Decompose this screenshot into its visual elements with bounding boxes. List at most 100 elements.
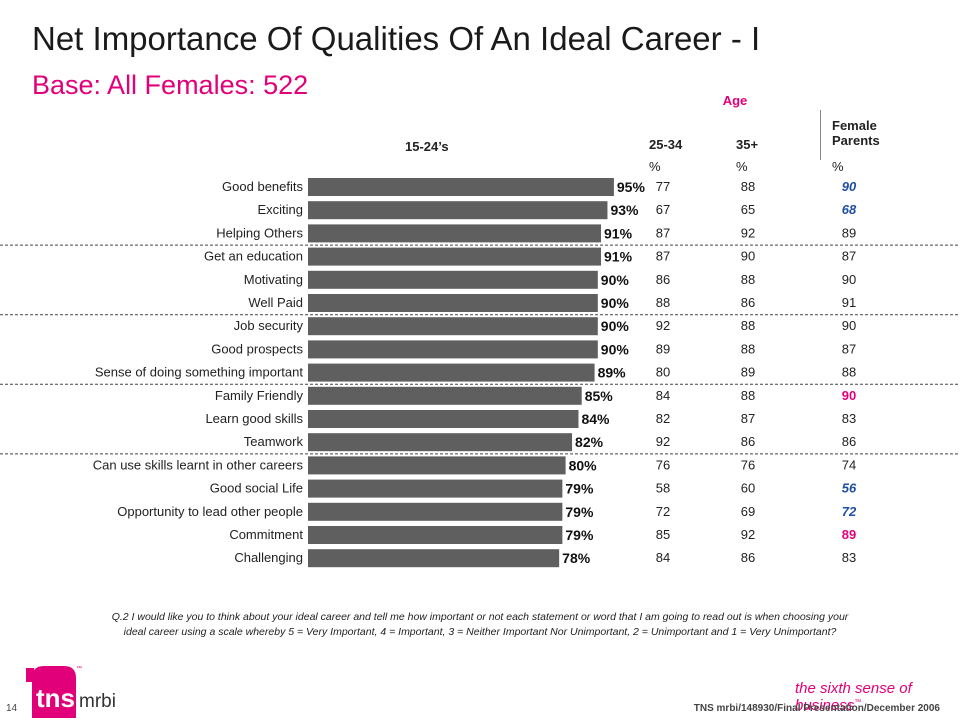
bar-value-label: 90% [601,295,630,311]
table-cell: 91 [842,295,856,310]
bar-value-label: 84% [581,411,610,427]
table-cell: 77 [656,179,670,194]
question-footnote: Q.2 I would like you to think about your… [111,611,849,638]
page-subtitle: Base: All Females: 522 [32,70,309,100]
page-title: Net Importance Of Qualities Of An Ideal … [32,20,761,57]
table-cell: 90 [842,272,856,287]
bar [308,479,563,498]
bar-value-label: 91% [604,249,633,265]
table-cell: 92 [741,225,755,240]
table-cell: 85 [656,527,670,542]
table-cell: 84 [656,550,670,565]
table-cell: 87 [656,249,670,264]
bar-chart: Good benefits 95% 77 88 90 Exciting 93% 67 65 68 H… [0,178,960,568]
bar [308,201,608,220]
table-cell: 76 [656,457,670,472]
footer-reference: TNS mrbi/148930/Final Presentation/Decem… [693,703,940,714]
table-cell: 69 [741,504,755,519]
table-cell: 92 [656,434,670,449]
table-cell: 90 [842,318,856,333]
column-header-25-34: 25-34 [649,137,683,152]
table-cell: 89 [842,225,856,240]
logo-text: tns [36,683,75,713]
table-cell: 83 [842,550,856,565]
pct-sign-25-34: % [649,159,661,174]
table-cell: 56 [842,481,857,496]
bar-value-label: 90% [601,341,630,357]
table-cell: 87 [842,341,856,356]
table-cell: 92 [656,318,670,333]
bar [308,410,579,428]
table-cell: 88 [741,272,755,287]
table-cell: 72 [842,504,857,519]
table-cell: 88 [741,341,755,356]
table-cell: 84 [656,388,670,403]
bar-value-label: 79% [565,481,594,497]
category-label: Teamwork [244,434,304,449]
table-cell: 86 [741,295,755,310]
table-cell: 65 [741,202,755,217]
bar-value-label: 85% [585,388,614,404]
table-cell: 88 [741,388,755,403]
logo-tm: ™ [76,665,82,672]
bar [308,363,595,382]
pct-sign-35-plus: % [736,159,748,174]
table-cell: 89 [741,365,755,380]
table-cell: 87 [741,411,755,426]
table-cell: 87 [656,225,670,240]
table-cell: 74 [842,457,856,472]
table-cell: 89 [842,527,856,542]
bar [308,526,563,544]
category-label: Exciting [257,202,303,217]
table-cell: 90 [741,249,755,264]
table-cell: 58 [656,481,670,496]
category-label: Commitment [229,527,303,542]
column-header-15-24: 15-24’s [405,139,449,154]
column-header-female-parents: Female Parents [832,118,892,148]
bar-value-label: 90% [601,318,630,334]
pct-sign-female-parents: % [832,159,844,174]
tns-logo: tns mrbi ™ [26,660,136,727]
table-cell: 68 [842,202,857,217]
table-cell: 88 [842,365,856,380]
table-cell: 67 [656,202,670,217]
table-cell: 72 [656,504,670,519]
table-cell: 87 [842,249,856,264]
bar [308,317,598,336]
category-label: Good prospects [211,341,303,356]
category-label: Good benefits [222,179,303,194]
category-label: Job security [234,318,304,333]
bar [308,433,573,452]
bar [308,386,582,405]
bar [308,247,602,266]
female-parents-label: Female Parents [832,118,880,148]
bar-value-label: 80% [569,457,598,473]
column-header-35-plus: 35+ [736,137,759,152]
category-label: Family Friendly [215,388,304,403]
bar-value-label: 78% [562,550,591,566]
bar [308,456,566,475]
table-cell: 83 [842,411,856,426]
table-cell: 60 [741,481,755,496]
category-label: Good social Life [210,481,303,496]
table-cell: 80 [656,365,670,380]
bar [308,270,598,289]
table-cell: 86 [656,272,670,287]
table-cell: 90 [842,179,857,194]
header-divider [820,110,821,160]
bar-value-label: 79% [565,504,594,520]
bar [308,224,602,243]
bar-value-label: 89% [598,365,627,381]
table-cell: 86 [741,550,755,565]
table-cell: 88 [741,179,755,194]
table-cell: 86 [741,434,755,449]
category-label: Can use skills learnt in other careers [93,457,304,472]
bar-value-label: 93% [610,202,639,218]
category-label: Challenging [234,550,303,565]
table-cell: 88 [741,318,755,333]
bar-value-label: 95% [617,179,646,195]
category-label: Helping Others [216,225,303,240]
table-cell: 92 [741,527,755,542]
bar [308,549,560,568]
table-cell: 82 [656,411,670,426]
